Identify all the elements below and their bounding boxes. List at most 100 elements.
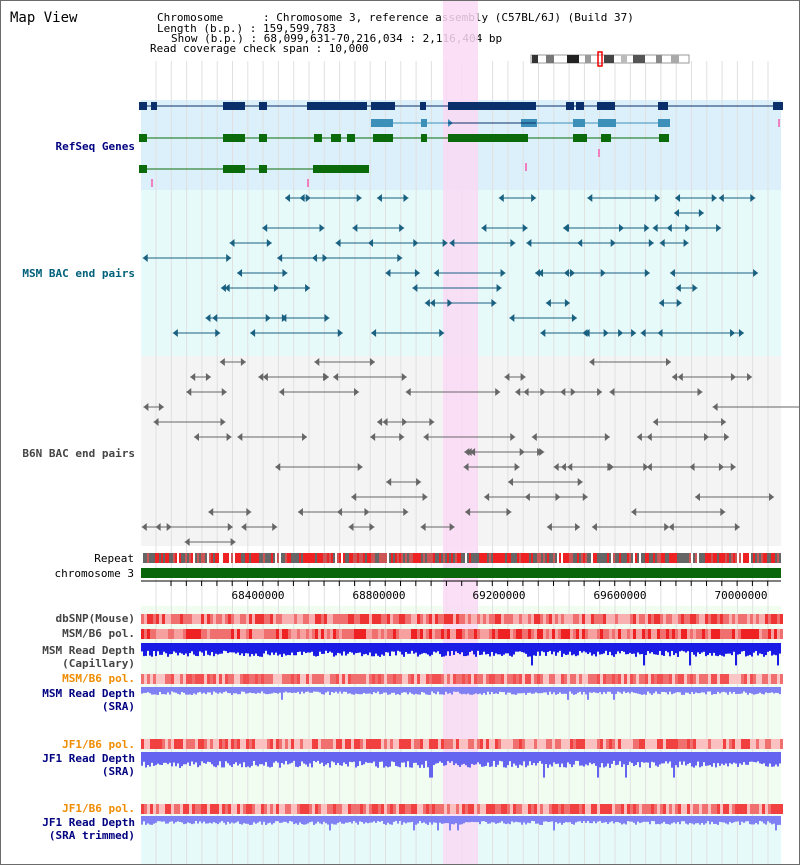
heat-cell (222, 674, 225, 684)
depth-bar (557, 687, 559, 694)
depth-bar (205, 643, 207, 651)
depth-bar (257, 687, 259, 693)
depth-bar (655, 816, 657, 825)
depth-bar (451, 687, 453, 695)
heat-cell (771, 614, 774, 624)
bac-end-right (531, 194, 537, 202)
depth-bar (201, 816, 203, 824)
track-label-jf1-b6-pol[interactable]: JF1/B6 pol. (62, 738, 135, 751)
depth-bar (231, 752, 233, 767)
depth-bar (737, 816, 739, 822)
depth-bar (215, 643, 217, 654)
depth-bar (373, 687, 375, 693)
depth-bar (385, 687, 387, 693)
repeat-segment (643, 553, 645, 563)
depth-bar (477, 687, 479, 695)
depth-bar (675, 816, 677, 824)
depth-bar (595, 643, 597, 657)
heat-cell (240, 739, 243, 749)
depth-bar (393, 643, 395, 652)
bac-end-left (262, 373, 268, 381)
heat-cell (744, 739, 747, 749)
heat-cell (330, 629, 333, 639)
depth-bar (705, 687, 707, 695)
depth-bar (241, 752, 243, 768)
heat-cell (234, 629, 237, 639)
depth-bar (629, 752, 631, 762)
depth-bar (583, 643, 585, 652)
heat-cell (720, 629, 723, 639)
heat-cell (756, 629, 759, 639)
heat-cell (273, 739, 276, 749)
heat-cell (342, 674, 345, 684)
depth-bar (319, 752, 321, 764)
track-label-chromosome[interactable]: chromosome 3 (54, 567, 134, 580)
heat-cell (588, 804, 591, 814)
depth-bar (715, 816, 717, 824)
repeat-segment (417, 553, 419, 563)
heat-cell (240, 629, 243, 639)
heat-cell (759, 804, 762, 814)
depth-bar (639, 643, 641, 655)
depth-bar (185, 752, 187, 765)
depth-bar (591, 752, 593, 765)
track-label-repeat[interactable]: Repeat (94, 552, 134, 565)
depth-bar (157, 752, 159, 764)
depth-bar (407, 752, 409, 762)
track-label-msm-read-depth-capillary[interactable]: MSM Read Depth (42, 644, 135, 657)
depth-bar (323, 752, 325, 767)
repeat-segment (243, 553, 245, 563)
repeat-segment (647, 553, 649, 563)
track-label-jf1-b6-pol-2[interactable]: JF1/B6 pol. (62, 802, 135, 815)
heat-cell (693, 629, 696, 639)
heat-cell (306, 629, 309, 639)
track-label-msm-bac-pairs[interactable]: MSM BAC end pairs (22, 267, 135, 280)
depth-bar (763, 643, 765, 657)
heat-cell (159, 629, 162, 639)
heat-cell (648, 674, 651, 684)
repeat-segment (289, 553, 291, 563)
heat-cell (270, 804, 273, 814)
bac-end-right (676, 299, 682, 307)
heat-cell (294, 629, 297, 639)
heat-cell (363, 629, 366, 639)
depth-bar (481, 643, 483, 655)
heat-cell (243, 614, 246, 624)
repeat-segment (183, 553, 185, 563)
heat-cell (348, 674, 351, 684)
heat-cell (735, 674, 738, 684)
heat-cell (327, 674, 330, 684)
depth-bar (665, 687, 667, 693)
track-label-jf1-read-depth-trimmed[interactable]: JF1 Read Depth (42, 816, 135, 829)
bac-end-left (385, 269, 391, 277)
track-label-b6n-bac-pairs[interactable]: B6N BAC end pairs (22, 447, 135, 460)
depth-bar (617, 752, 619, 765)
track-label-msm-b6-pol[interactable]: MSM/B6 pol. (62, 627, 135, 640)
track-label-msm-b6-pol-2[interactable]: MSM/B6 pol. (62, 672, 135, 685)
depth-bar (521, 752, 523, 766)
depth-bar (719, 816, 721, 822)
heat-cell (672, 804, 675, 814)
heat-cell (480, 739, 483, 749)
track-label-msm-read-depth-sra[interactable]: MSM Read Depth (42, 687, 135, 700)
depth-bar (297, 643, 299, 653)
depth-bar (607, 816, 609, 825)
repeat-segment (169, 553, 171, 563)
track-label-dbsnp[interactable]: dbSNP(Mouse) (55, 612, 135, 625)
bac-end-right (439, 329, 445, 337)
heat-cell (240, 614, 243, 624)
depth-bar (251, 816, 253, 825)
bac-end-right (227, 523, 233, 531)
depth-bar (697, 643, 699, 653)
heat-cell (618, 739, 621, 749)
heat-cell (552, 804, 555, 814)
depth-bar (213, 816, 215, 823)
depth-bar (573, 752, 575, 765)
depth-bar (167, 752, 169, 765)
track-label-refseq-genes[interactable]: RefSeq Genes (55, 140, 135, 153)
depth-bar (261, 687, 263, 692)
heat-cell (294, 739, 297, 749)
track-label-jf1-read-depth-sra[interactable]: JF1 Read Depth (42, 752, 135, 765)
heat-cell (426, 614, 429, 624)
